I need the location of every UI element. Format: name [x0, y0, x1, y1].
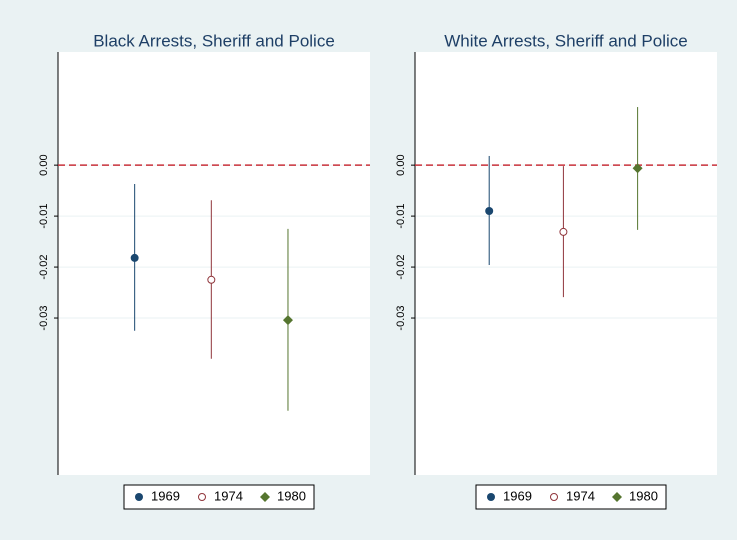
marker: [130, 253, 139, 262]
marker: [559, 227, 568, 236]
legend-label: 1969: [503, 488, 532, 503]
y-tick-label: -0.03: [38, 305, 50, 330]
marker: [550, 493, 558, 501]
legend-label: 1974: [566, 488, 595, 503]
y-tick-label: -0.02: [38, 255, 50, 280]
legend: [475, 484, 667, 510]
chart-title: White Arrests, Sheriff and Police: [444, 31, 687, 50]
y-tick-label: 0.00: [395, 154, 407, 175]
chart-title: Black Arrests, Sheriff and Police: [93, 31, 335, 50]
legend-label: 1980: [629, 488, 658, 503]
plot-area: [415, 52, 717, 475]
marker: [632, 163, 643, 174]
y-tick-label: -0.01: [38, 204, 50, 229]
legend: [123, 484, 315, 510]
marker: [198, 493, 206, 501]
y-tick-label: -0.03: [395, 305, 407, 330]
legend-label: 1980: [277, 488, 306, 503]
y-tick-label: -0.02: [395, 255, 407, 280]
marker: [207, 275, 216, 284]
marker: [260, 492, 270, 502]
marker: [135, 493, 143, 501]
legend-label: 1969: [151, 488, 180, 503]
y-tick-label: -0.01: [395, 204, 407, 229]
plot-area: [58, 52, 370, 475]
legend-label: 1974: [214, 488, 243, 503]
marker: [487, 493, 495, 501]
marker: [282, 315, 293, 326]
y-tick-label: 0.00: [38, 154, 50, 175]
marker: [612, 492, 622, 502]
marker: [485, 207, 494, 216]
